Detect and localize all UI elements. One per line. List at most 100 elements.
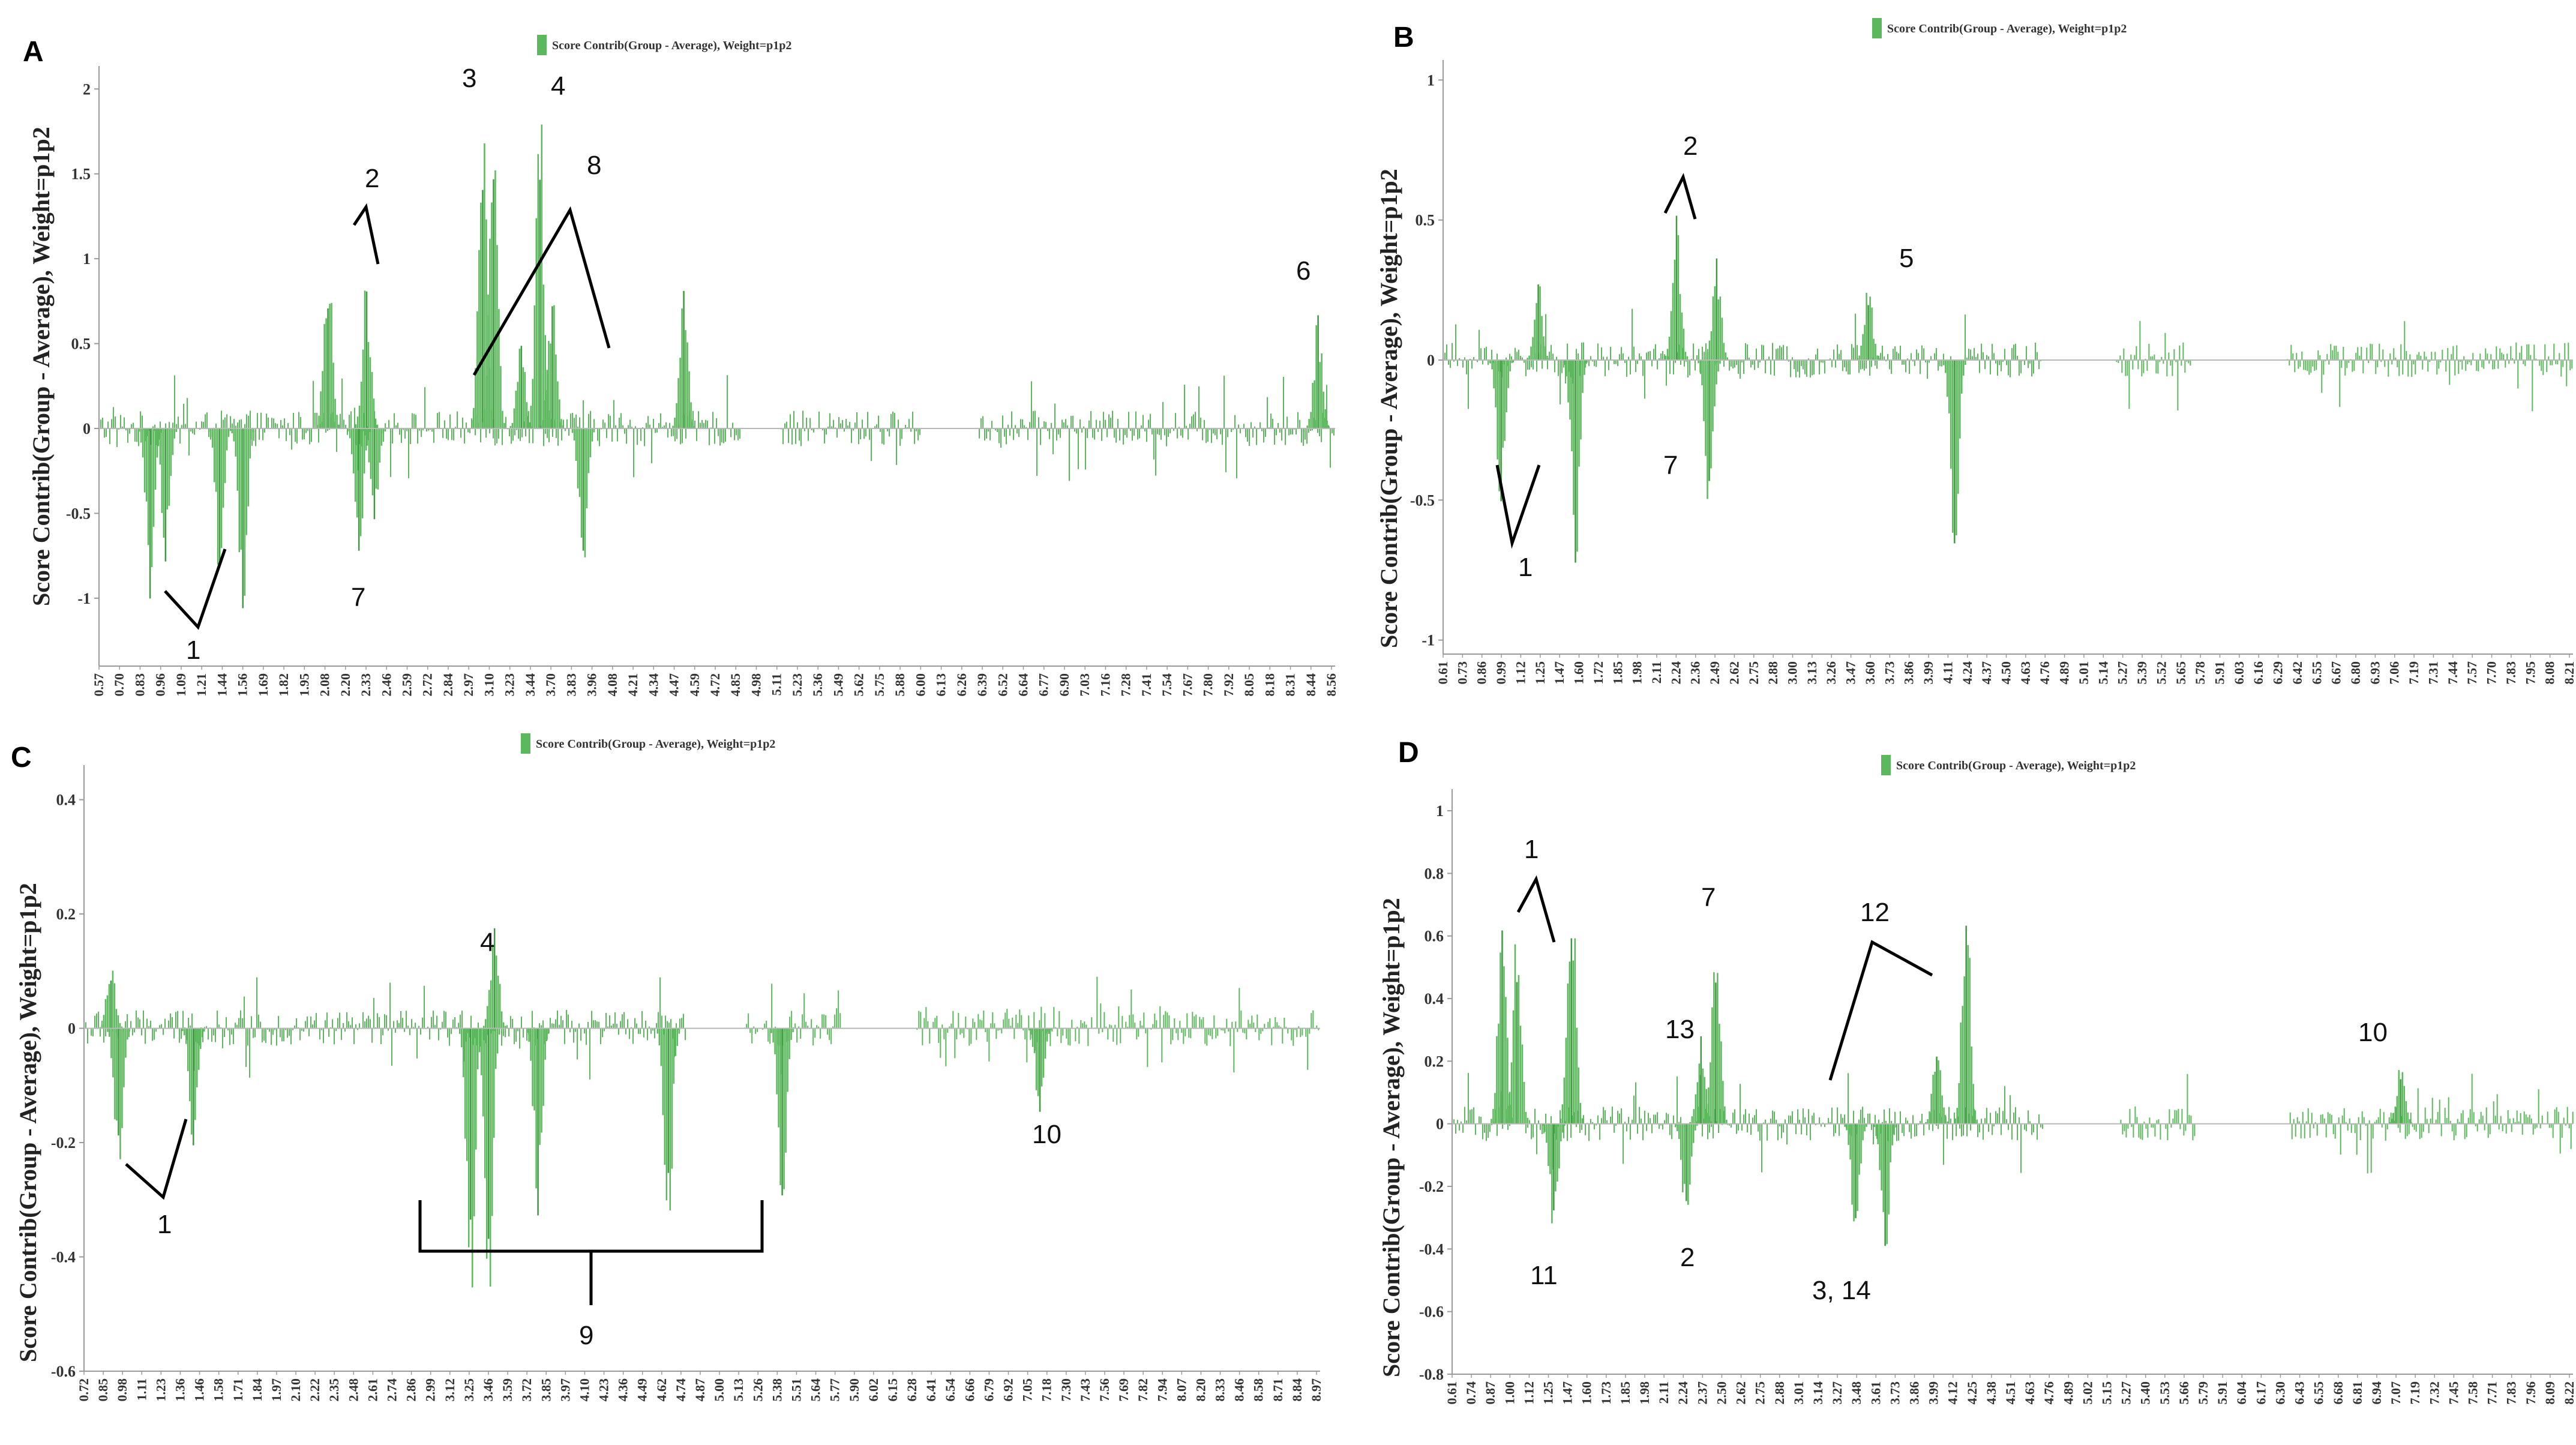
legend-label-b: Score Contrib(Group - Average), Weight=p… [1887, 22, 2127, 35]
y-axis-label-b: Score Contrib(Group - Average), Weight=p… [1375, 169, 1402, 648]
x-tick-label: 5.78 [2193, 661, 2208, 685]
x-tick-label: 7.45 [2446, 1381, 2461, 1405]
annotation-2-b: 2 [1683, 131, 1698, 161]
x-tick-label: 1.85 [1610, 661, 1625, 685]
x-tick-label: 6.94 [2369, 1381, 2384, 1405]
x-tick-label: 4.08 [605, 673, 620, 697]
annotation-13-d: 13 [1665, 1015, 1695, 1044]
annotation-1-c: 1 [157, 1210, 172, 1239]
annotation-4-c: 4 [480, 928, 494, 957]
x-tick-label: 4.23 [596, 1378, 611, 1402]
x-tick-label: 6.02 [866, 1378, 881, 1402]
x-tick-label: 4.74 [673, 1378, 688, 1402]
x-tick-label: 1.21 [194, 673, 209, 697]
annotation-bracket-1-d [1516, 875, 1556, 943]
annotation-5-b: 5 [1899, 244, 1914, 273]
x-tick-label: 5.36 [810, 673, 825, 697]
x-tick-label: 1.47 [1552, 661, 1567, 685]
x-tick-label: 7.18 [1039, 1378, 1054, 1402]
annotations-c: 1 4 9 10 [125, 928, 1061, 1350]
x-tick-label: 0.57 [91, 673, 106, 697]
x-tick-label: 3.10 [481, 673, 496, 697]
x-tick-label: 7.54 [1159, 673, 1174, 697]
y-tick-label: 0.2 [1425, 1053, 1444, 1070]
x-tick-label: 2.99 [423, 1378, 438, 1402]
x-tick-label: 4.24 [1960, 661, 1975, 685]
y-tick-label: 0.4 [1425, 990, 1444, 1008]
x-tick-label: 6.77 [1036, 673, 1051, 697]
x-tick-label: 4.76 [2037, 661, 2052, 685]
x-tick-label: 1.12 [1513, 661, 1528, 685]
bar-series-d [1452, 925, 2574, 1246]
x-tick-label: 5.39 [2134, 661, 2149, 685]
x-tick-label: 1.36 [172, 1378, 187, 1402]
y-tick-label: 2 [83, 80, 91, 98]
x-tick-label: 8.44 [1303, 673, 1318, 697]
x-tick-label: 5.13 [731, 1378, 746, 1402]
annotations-a: 1 2 3 4 6 7 8 [164, 64, 1311, 665]
x-tick-label: 7.28 [1118, 673, 1133, 697]
legend-swatch-c [521, 733, 530, 754]
annotation-11-d: 11 [1530, 1261, 1558, 1290]
x-tick-label: 0.87 [1483, 1381, 1498, 1405]
x-tick-label: 8.31 [1283, 673, 1298, 697]
x-tick-label: 6.00 [913, 673, 928, 697]
x-tick-label: 4.47 [667, 673, 682, 697]
x-tick-label: 7.05 [1020, 1378, 1035, 1402]
x-tick-label: 6.54 [943, 1378, 958, 1402]
x-tick-label: 3.99 [1921, 661, 1936, 685]
x-tick-label: 7.07 [2388, 1381, 2403, 1405]
x-tick-label: 6.67 [2329, 661, 2344, 685]
x-tick-label: 3.12 [442, 1378, 457, 1402]
x-tick-label: 5.65 [2173, 661, 2188, 685]
legend-label-c: Score Contrib(Group - Average), Weight=p… [536, 738, 775, 751]
y-tick-label: -0.6 [1419, 1303, 1444, 1321]
x-tick-label: 5.15 [2100, 1381, 2115, 1405]
chart-panel-d: D Score Contrib(Group - Average), Weight… [1378, 737, 2576, 1405]
x-tick-label: 3.97 [557, 1378, 572, 1402]
x-tick-label: 8.21 [2562, 661, 2576, 685]
x-tick-label: 7.16 [1097, 673, 1112, 697]
annotation-3-a: 3 [462, 64, 476, 93]
x-tick-label: 1.69 [256, 673, 271, 697]
x-tick-label: 0.98 [115, 1378, 130, 1402]
x-tick-label: 5.27 [2119, 1381, 2134, 1405]
x-tick-label: 1.23 [153, 1378, 168, 1402]
x-tick-label: 4.85 [728, 673, 743, 697]
x-tick-label: 3.72 [519, 1378, 534, 1402]
y-tick-label: 1 [1427, 71, 1435, 89]
bar-series-a [98, 124, 1335, 608]
panel-letter-c: C [11, 742, 32, 774]
x-tick-label: 1.00 [1502, 1381, 1517, 1405]
annotation-12-d: 12 [1860, 898, 1890, 927]
x-tick-label: 5.49 [830, 673, 845, 697]
y-tick-label: 0.6 [1425, 928, 1444, 945]
x-tick-label: 2.62 [1726, 661, 1741, 685]
x-tick-label: 5.64 [808, 1378, 823, 1402]
x-tick-label: 2.20 [338, 673, 353, 697]
x-tick-label: 8.09 [2542, 1381, 2557, 1405]
x-tick-label: 5.88 [892, 673, 907, 697]
x-tick-label: 3.26 [1824, 661, 1839, 685]
annotation-bracket-1-a [164, 548, 227, 630]
x-tick-label: 4.51 [2003, 1381, 2018, 1405]
annotation-7-a: 7 [351, 583, 365, 612]
annotation-bracket-2-a [352, 203, 380, 265]
x-tick-label: 4.37 [1979, 661, 1994, 685]
x-tick-label: 2.33 [358, 673, 373, 697]
x-tick-label: 7.19 [2406, 661, 2421, 685]
annotation-9-c: 9 [579, 1321, 593, 1350]
x-tick-label: 1.73 [1599, 1381, 1614, 1405]
x-tick-label: 8.56 [1324, 673, 1339, 697]
y-tick-label: -0.2 [1419, 1178, 1444, 1195]
x-tick-label: 7.41 [1139, 673, 1154, 697]
x-tick-label: 4.63 [2018, 661, 2033, 685]
x-tick-label: 0.83 [132, 673, 147, 697]
x-tick-label: 3.96 [584, 673, 599, 697]
annotation-4-a: 4 [551, 71, 565, 101]
x-tick-label: 8.08 [2542, 661, 2557, 685]
x-tick-label: 6.80 [2348, 661, 2363, 685]
x-tick-label: 3.14 [1810, 1381, 1825, 1405]
x-tick-label: 2.24 [1668, 661, 1683, 685]
legend-swatch-d [1881, 755, 1891, 775]
